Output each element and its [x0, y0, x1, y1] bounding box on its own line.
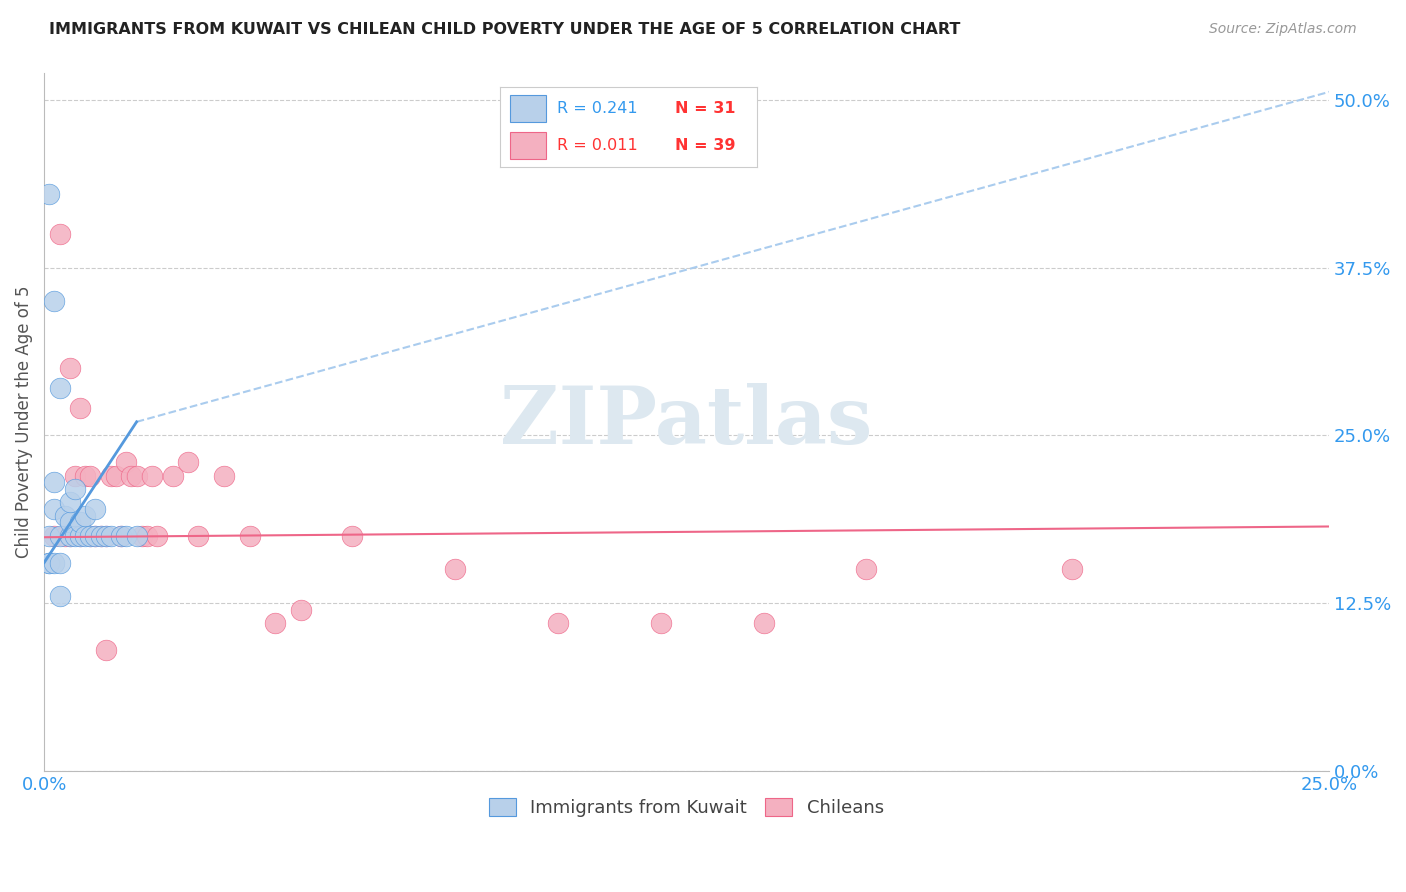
Point — [44, 529, 66, 543]
Point — [110, 529, 132, 543]
Point — [53, 508, 76, 523]
Point — [177, 455, 200, 469]
Point — [110, 529, 132, 543]
Point — [63, 468, 86, 483]
Point — [69, 401, 91, 416]
Point — [100, 529, 122, 543]
Point — [48, 227, 70, 241]
Point — [48, 589, 70, 603]
Point — [141, 468, 163, 483]
Point — [131, 529, 153, 543]
Point — [44, 294, 66, 309]
Point — [59, 495, 82, 509]
Point — [121, 468, 143, 483]
Point — [187, 529, 209, 543]
Point — [125, 529, 148, 543]
Point — [115, 529, 138, 543]
Point — [650, 616, 672, 631]
Point — [212, 468, 235, 483]
Point — [63, 482, 86, 496]
Point — [125, 468, 148, 483]
Point — [53, 529, 76, 543]
Point — [94, 529, 117, 543]
Point — [84, 529, 107, 543]
Point — [38, 556, 60, 570]
Point — [75, 508, 97, 523]
Point — [75, 529, 97, 543]
Point — [79, 529, 101, 543]
Legend: Immigrants from Kuwait, Chileans: Immigrants from Kuwait, Chileans — [482, 790, 891, 824]
Point — [239, 529, 262, 543]
Point — [38, 186, 60, 201]
Point — [855, 562, 877, 576]
Point — [162, 468, 184, 483]
Point — [547, 616, 569, 631]
Point — [38, 529, 60, 543]
Point — [48, 556, 70, 570]
Point — [59, 529, 82, 543]
Point — [84, 529, 107, 543]
Point — [444, 562, 467, 576]
Point — [59, 516, 82, 530]
Point — [69, 516, 91, 530]
Point — [115, 455, 138, 469]
Point — [63, 529, 86, 543]
Point — [342, 529, 364, 543]
Point — [90, 529, 112, 543]
Point — [79, 529, 101, 543]
Point — [264, 616, 287, 631]
Point — [48, 381, 70, 395]
Point — [146, 529, 169, 543]
Y-axis label: Child Poverty Under the Age of 5: Child Poverty Under the Age of 5 — [15, 285, 32, 558]
Point — [44, 475, 66, 490]
Point — [69, 529, 91, 543]
Point — [752, 616, 775, 631]
Point — [94, 529, 117, 543]
Point — [135, 529, 157, 543]
Text: Source: ZipAtlas.com: Source: ZipAtlas.com — [1209, 22, 1357, 37]
Point — [38, 556, 60, 570]
Point — [84, 502, 107, 516]
Point — [94, 643, 117, 657]
Text: IMMIGRANTS FROM KUWAIT VS CHILEAN CHILD POVERTY UNDER THE AGE OF 5 CORRELATION C: IMMIGRANTS FROM KUWAIT VS CHILEAN CHILD … — [49, 22, 960, 37]
Point — [100, 468, 122, 483]
Point — [44, 556, 66, 570]
Text: ZIPatlas: ZIPatlas — [501, 383, 873, 461]
Point — [90, 529, 112, 543]
Point — [59, 529, 82, 543]
Point — [44, 502, 66, 516]
Point — [59, 361, 82, 376]
Point — [75, 468, 97, 483]
Point — [69, 529, 91, 543]
Point — [48, 529, 70, 543]
Point — [1060, 562, 1083, 576]
Point — [105, 468, 128, 483]
Point — [79, 468, 101, 483]
Point — [290, 602, 312, 616]
